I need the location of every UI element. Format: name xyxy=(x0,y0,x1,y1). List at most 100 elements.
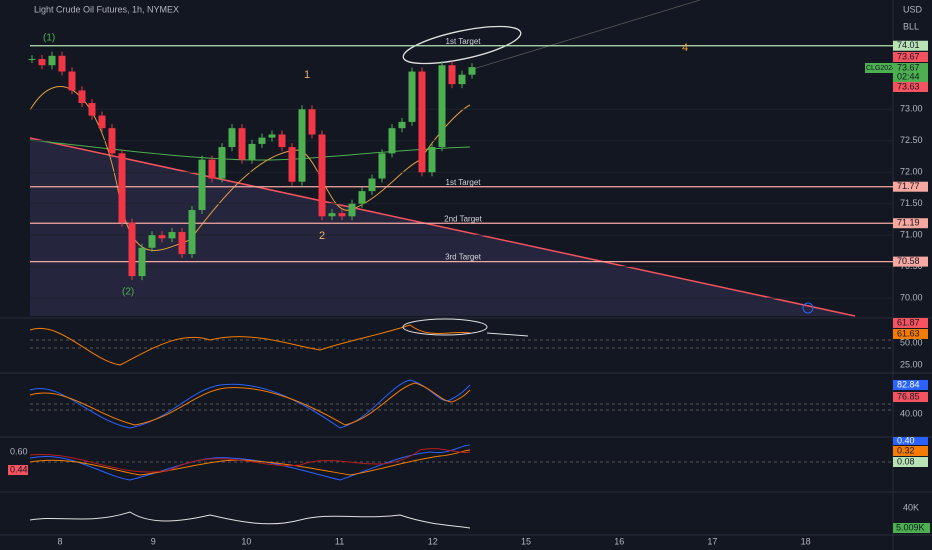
price-tag xyxy=(893,218,928,229)
x-tick-label: 16 xyxy=(614,536,624,546)
alert-icon xyxy=(802,302,814,314)
price-tag-text: 73.67 xyxy=(897,62,920,72)
rsi-line xyxy=(29,324,471,366)
candle xyxy=(288,147,296,182)
candle xyxy=(228,128,236,148)
symbol: CLG2024 xyxy=(866,65,896,72)
target-label: 3rd Target xyxy=(445,253,482,262)
candle xyxy=(78,90,86,104)
x-tick-label: 15 xyxy=(521,536,531,546)
candle xyxy=(98,115,106,129)
candle xyxy=(208,159,216,179)
candle xyxy=(28,58,36,60)
candle xyxy=(398,121,406,129)
target-label: 2nd Target xyxy=(444,214,482,223)
candle xyxy=(258,137,266,144)
price-tag-text: 73.63 xyxy=(897,81,920,91)
wave-label: 2 xyxy=(319,230,325,242)
value-tag xyxy=(893,457,928,467)
y-tick-label: 72.00 xyxy=(900,167,923,177)
candle xyxy=(58,55,66,72)
value-tag-text: 0.32 xyxy=(897,445,915,455)
candle xyxy=(298,109,306,182)
candle xyxy=(48,55,56,66)
value-tag-text: 0.44 xyxy=(10,464,28,474)
price-tag xyxy=(893,40,928,51)
candle xyxy=(168,232,176,239)
x-tick-label: 9 xyxy=(151,536,156,546)
x-tick-label: 8 xyxy=(57,536,62,546)
y-tick-label: 73.00 xyxy=(900,104,923,114)
value-tag xyxy=(893,523,930,533)
countdown: 02:44 xyxy=(897,71,920,81)
candle xyxy=(318,134,326,217)
candle xyxy=(368,178,376,192)
candle xyxy=(388,128,396,154)
candle xyxy=(328,213,336,217)
highlight-ellipse xyxy=(402,25,522,65)
price-tag xyxy=(893,256,928,267)
volume-ma xyxy=(29,511,471,529)
candle xyxy=(108,128,116,154)
candle xyxy=(378,153,386,179)
candle xyxy=(188,210,196,255)
wave-label: (2) xyxy=(122,287,134,298)
candle xyxy=(448,65,456,85)
wave-label: (1) xyxy=(43,33,55,44)
candle xyxy=(468,67,476,75)
candle xyxy=(198,159,206,211)
value-tag xyxy=(893,318,928,328)
value-tag-text: 76.85 xyxy=(897,391,920,401)
value-tag-text: 5.009K xyxy=(896,522,925,532)
candle xyxy=(438,65,446,148)
candle xyxy=(308,109,316,135)
price-tag-text: 71.77 xyxy=(897,181,920,191)
candle xyxy=(348,203,356,217)
value-tag xyxy=(893,380,928,390)
x-tick-label: 18 xyxy=(801,536,811,546)
candle xyxy=(68,71,76,91)
candle xyxy=(408,71,416,122)
y-tick-label: 72.50 xyxy=(900,135,923,145)
value-tag-text: 61.63 xyxy=(897,328,920,338)
macd-extra xyxy=(29,448,471,473)
time-axis: 8 9 10 11 12 15 16 17 18 xyxy=(57,536,810,546)
trendline xyxy=(29,137,856,317)
candle xyxy=(128,222,136,277)
candle xyxy=(158,235,166,239)
price-tag-text: 74.01 xyxy=(897,40,920,50)
price-tag xyxy=(893,82,928,92)
candle xyxy=(138,247,146,277)
value-tag-text: 82.84 xyxy=(897,379,920,389)
value-tag xyxy=(893,446,928,456)
symbol-tag xyxy=(865,63,893,73)
value-tag xyxy=(893,392,928,402)
candle xyxy=(88,103,96,116)
value-tag-text: 0.40 xyxy=(897,435,915,445)
highlight-ellipse xyxy=(402,318,488,336)
candle xyxy=(428,147,436,173)
candle xyxy=(178,232,186,255)
value-tag-text: 0.08 xyxy=(897,456,915,466)
value-tag xyxy=(893,329,928,339)
axis-label: 40.00 xyxy=(900,408,923,418)
unit: BLL xyxy=(903,21,919,31)
target-label: 1st Target xyxy=(446,37,482,46)
candle xyxy=(418,71,426,173)
ma-fast xyxy=(29,86,471,251)
candle xyxy=(238,128,246,160)
x-tick-label: 10 xyxy=(241,536,251,546)
signal-line xyxy=(29,449,471,476)
candle xyxy=(218,147,226,179)
axis-label: 50.00 xyxy=(900,337,923,347)
projection xyxy=(469,0,701,71)
value-tag xyxy=(893,437,928,445)
candle xyxy=(278,134,286,148)
drawing-line xyxy=(486,332,529,337)
axis-label: 0.60 xyxy=(10,446,28,456)
value-tag-text: 61.87 xyxy=(897,317,920,327)
wave-label: 1 xyxy=(304,69,310,81)
chart-title: Light Crude Oil Futures, 1h, NYMEX xyxy=(34,4,179,14)
x-tick-label: 12 xyxy=(428,536,438,546)
